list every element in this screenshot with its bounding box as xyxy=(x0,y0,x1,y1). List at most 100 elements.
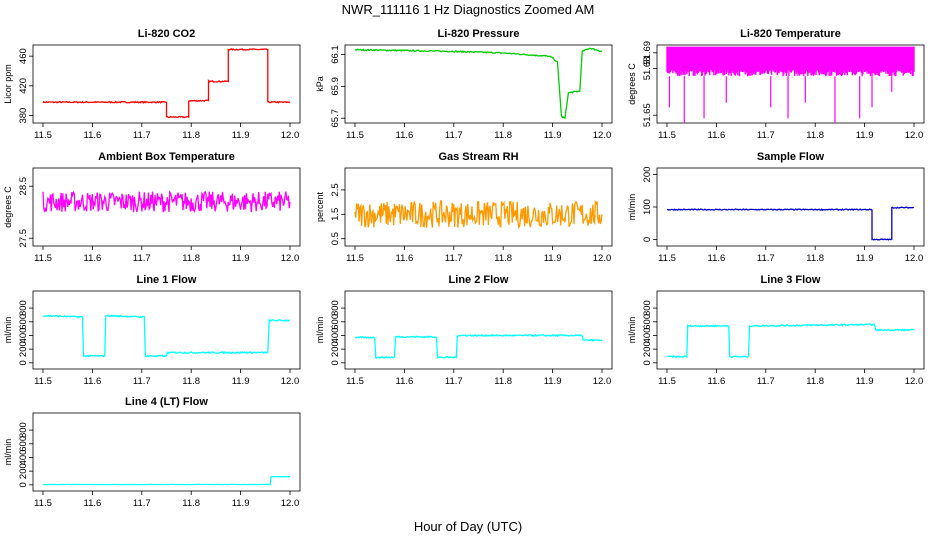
y-tick-label: 200 xyxy=(642,341,653,357)
panel-title: Li-820 CO2 xyxy=(138,28,195,40)
figure-x-axis-label: Hour of Day (UTC) xyxy=(414,519,522,534)
x-tick-label: 11.9 xyxy=(232,376,250,387)
y-tick-label: 2.5 xyxy=(330,183,341,196)
x-tick-label: 12.0 xyxy=(281,376,300,387)
panel-title: Line 1 Flow xyxy=(137,274,197,286)
x-tick-label: 11.9 xyxy=(232,253,250,264)
panel-title: Gas Stream RH xyxy=(438,151,518,163)
panel-title: Line 2 Flow xyxy=(449,274,509,286)
plot-frame xyxy=(32,44,301,124)
x-tick-label: 11.6 xyxy=(84,498,102,509)
panel-title: Li-820 Pressure xyxy=(438,28,520,40)
x-tick-label: 11.7 xyxy=(757,130,775,141)
x-tick-label: 11.6 xyxy=(396,130,414,141)
x-tick-label: 12.0 xyxy=(281,253,300,264)
series-line xyxy=(354,199,603,230)
x-tick-label: 11.7 xyxy=(133,376,151,387)
x-tick-label: 11.5 xyxy=(34,253,52,264)
chart-panels: Li-820 CO2 11.5 11.6 11.7 11.8 11.9 12.0 380 420… xyxy=(3,28,925,509)
x-tick-label: 11.7 xyxy=(445,376,463,387)
x-tick-label: 12.0 xyxy=(905,376,924,387)
series-line xyxy=(42,190,291,213)
series-line xyxy=(354,47,603,120)
x-tick-label: 12.0 xyxy=(593,130,612,141)
y-axis-label: Licor ppm xyxy=(3,64,13,104)
chart-panel: Li-820 Pressure 11.5 11.6 11.7 11.8 11.9 12.0 6… xyxy=(315,28,613,141)
y-tick-label: 200 xyxy=(18,341,29,357)
y-tick-label: 200 xyxy=(330,341,341,357)
plot-frame xyxy=(32,412,301,492)
series-line xyxy=(42,48,291,119)
x-tick-label: 11.5 xyxy=(658,130,676,141)
x-tick-label: 11.7 xyxy=(133,498,151,509)
x-tick-label: 11.7 xyxy=(133,130,151,141)
y-tick-label: 200 xyxy=(18,463,29,479)
y-tick-label: 0.5 xyxy=(330,232,341,245)
series-line xyxy=(42,475,290,486)
x-tick-label: 11.5 xyxy=(34,376,52,387)
plot-frame xyxy=(656,167,925,247)
chart-panel: Li-820 Temperature 11.5 11.6 11.7 11.8 11.9 12… xyxy=(627,28,925,141)
y-tick-label: 0 xyxy=(18,482,29,487)
y-axis-label: percent xyxy=(315,191,325,222)
x-tick-label: 12.0 xyxy=(281,130,300,141)
y-tick-label: 400 xyxy=(18,450,29,466)
x-tick-label: 11.7 xyxy=(757,253,775,264)
x-tick-label: 11.9 xyxy=(544,130,562,141)
panel-title: Line 4 (LT) Flow xyxy=(125,396,208,408)
x-tick-label: 11.8 xyxy=(806,253,824,264)
y-tick-label: 600 xyxy=(642,314,653,330)
y-tick-label: 65.9 xyxy=(330,77,341,96)
plot-frame xyxy=(656,290,925,370)
x-tick-label: 11.8 xyxy=(182,376,200,387)
x-tick-label: 11.5 xyxy=(34,498,52,509)
y-tick-label: 28.5 xyxy=(18,177,29,196)
y-tick-label: 400 xyxy=(18,328,29,344)
panel-title: Ambient Box Temperature xyxy=(98,151,235,163)
x-tick-label: 11.8 xyxy=(182,498,200,509)
y-axis-label: ml/min xyxy=(3,317,13,344)
y-axis-label: ml/min xyxy=(627,317,637,344)
plot-frame xyxy=(344,167,613,247)
y-tick-label: 400 xyxy=(642,328,653,344)
figure-title: NWR_111116 1 Hz Diagnostics Zoomed AM xyxy=(342,2,595,17)
x-tick-label: 11.9 xyxy=(232,498,250,509)
y-tick-label: 0 xyxy=(642,237,653,242)
x-tick-label: 11.5 xyxy=(346,376,364,387)
x-tick-label: 11.5 xyxy=(346,253,364,264)
x-tick-label: 11.9 xyxy=(544,376,562,387)
y-axis-label: ml/min xyxy=(3,439,13,466)
y-tick-label: 66.1 xyxy=(330,45,341,64)
chart-panel: Gas Stream RH 11.5 11.6 11.7 11.8 11.9 12.0 0.5… xyxy=(315,151,613,264)
y-axis-label: degrees C xyxy=(3,186,13,228)
y-tick-label: 0 xyxy=(18,360,29,365)
x-tick-label: 11.6 xyxy=(708,376,726,387)
x-tick-label: 11.8 xyxy=(494,376,512,387)
chart-panel: Sample Flow 11.5 11.6 11.7 11.8 11.9 12.0 0 100 2… xyxy=(627,151,925,264)
y-tick-label: 400 xyxy=(330,328,341,344)
chart-panel: Line 4 (LT) Flow 11.5 11.6 11.7 11.8 11.9 12.0… xyxy=(3,396,301,509)
x-tick-label: 11.5 xyxy=(658,376,676,387)
y-tick-label: 0 xyxy=(330,360,341,365)
y-axis-label: ml/min xyxy=(315,317,325,344)
y-tick-label: 100 xyxy=(642,199,653,215)
x-tick-label: 11.8 xyxy=(182,253,200,264)
y-tick-label: 51.65 xyxy=(642,103,653,127)
x-tick-label: 11.7 xyxy=(445,130,463,141)
chart-panel: Line 3 Flow 11.5 11.6 11.7 11.8 11.9 12.0 0 2004… xyxy=(627,274,925,387)
plot-frame xyxy=(344,290,613,370)
x-tick-label: 11.7 xyxy=(757,376,775,387)
chart-panel: Ambient Box Temperature 11.5 11.6 11.7 11.8 1… xyxy=(3,151,301,264)
series-line xyxy=(42,314,291,358)
y-tick-label: 380 xyxy=(18,108,29,124)
x-tick-label: 11.6 xyxy=(84,253,102,264)
x-tick-label: 11.6 xyxy=(708,253,726,264)
x-tick-label: 11.8 xyxy=(806,130,824,141)
x-tick-label: 11.8 xyxy=(494,130,512,141)
x-tick-label: 11.6 xyxy=(396,253,414,264)
x-tick-label: 11.6 xyxy=(84,376,102,387)
x-tick-label: 12.0 xyxy=(593,376,612,387)
x-tick-label: 12.0 xyxy=(593,253,612,264)
chart-panel: Line 1 Flow 11.5 11.6 11.7 11.8 11.9 12.0 0 2004… xyxy=(3,274,301,387)
